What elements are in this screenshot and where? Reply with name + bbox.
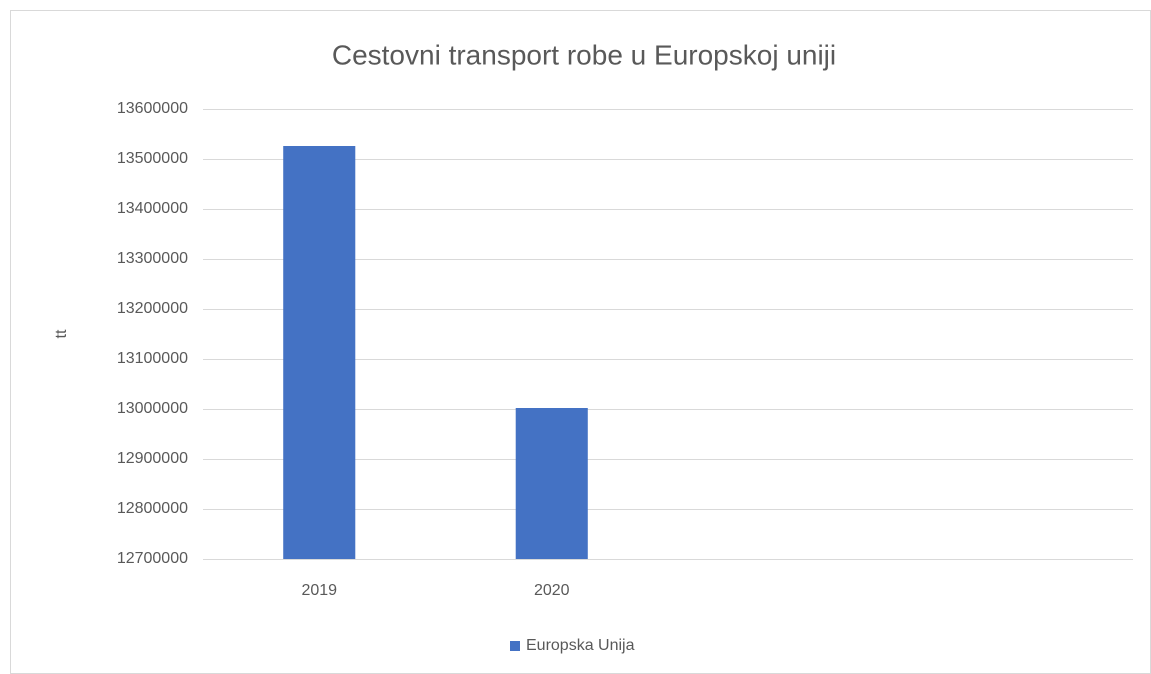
y-axis-label: tt: [53, 329, 70, 338]
bar: [283, 146, 356, 559]
bar: [515, 408, 588, 559]
x-tick-label: 2019: [301, 582, 337, 599]
chart-title: Cestovni transport robe u Europskoj unij…: [332, 39, 836, 70]
y-tick-label: 13600000: [117, 100, 188, 117]
legend-swatch: [510, 641, 520, 651]
chart-frame: [10, 10, 1151, 674]
y-tick-label: 13200000: [117, 300, 188, 317]
y-tick-label: 13400000: [117, 200, 188, 217]
y-tick-label: 13000000: [117, 400, 188, 417]
legend-label: Europska Unija: [526, 637, 635, 654]
y-tick-label: 12800000: [117, 500, 188, 517]
y-tick-label: 12700000: [117, 550, 188, 567]
y-tick-label: 13500000: [117, 150, 188, 167]
y-tick-label: 12900000: [117, 450, 188, 467]
y-tick-label: 13300000: [117, 250, 188, 267]
x-tick-label: 2020: [534, 582, 570, 599]
y-tick-label: 13100000: [117, 350, 188, 367]
